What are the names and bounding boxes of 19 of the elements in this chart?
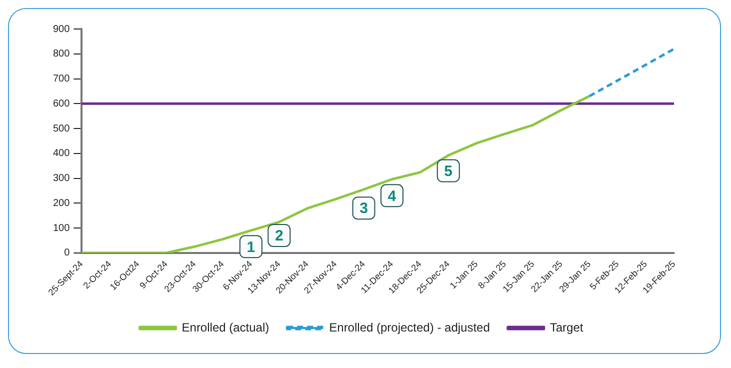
annotation: 1 [246, 238, 256, 256]
y-tick-label: 900 [52, 24, 70, 35]
legend-label: Enrolled (actual) [182, 320, 270, 334]
annotation: 4 [388, 188, 397, 205]
annotation: 5 [444, 162, 453, 180]
y-tick-label: 200 [52, 198, 70, 209]
y-tick-label: 0 [64, 248, 70, 259]
line-series [588, 48, 676, 98]
y-tick-label: 500 [52, 123, 70, 134]
y-tick-label: 600 [52, 98, 70, 110]
annotation: 3 [360, 200, 368, 218]
legend-label: Target [550, 320, 584, 334]
y-tick-label: 400 [52, 148, 70, 160]
y-tick-label: 700 [52, 74, 70, 84]
legend-label: Enrolled (projected) - adjusted [329, 320, 490, 334]
y-tick-label: 100 [52, 222, 70, 234]
y-tick-label: 800 [52, 48, 70, 60]
y-tick-label: 300 [52, 173, 70, 184]
annotation: 2 [274, 228, 284, 245]
